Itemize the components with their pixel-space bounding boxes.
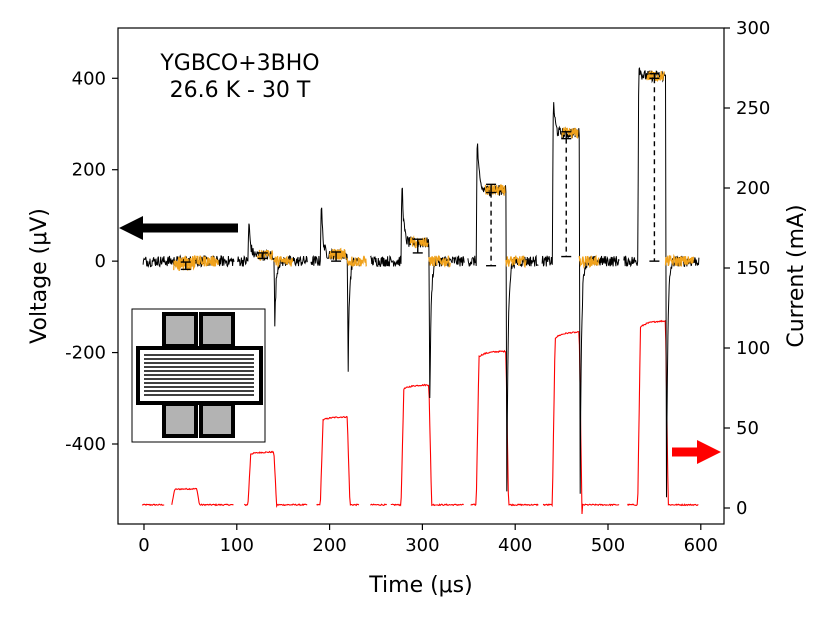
current-trace-segment	[390, 383, 464, 507]
meander-lines	[144, 354, 254, 396]
y-right-axis-label: Current (mA)	[784, 204, 809, 347]
axes-layer: 0 100 200 300 400 500 600 -400 -200 0 200 400 0 50 100…	[65, 18, 770, 556]
current-trace-segment	[542, 331, 620, 515]
y-right-tick-label: 0	[736, 498, 747, 519]
y-left-tick-label: 400	[72, 68, 106, 89]
current-trace-segment	[370, 503, 388, 506]
averaging-window-trace	[578, 254, 600, 269]
x-tick-label: 400	[498, 535, 532, 556]
y-right-tick-label: 150	[736, 258, 770, 279]
voltage-trace-segment	[467, 143, 539, 492]
averaging-window-trace	[273, 255, 294, 267]
sample-schematic-inset	[131, 308, 266, 443]
plot-frame	[117, 27, 725, 525]
x-axis-label: Time (μs)	[368, 573, 472, 598]
y-left-tick-label: 200	[72, 160, 106, 181]
y-left-tick-label: 0	[95, 251, 106, 272]
averaging-window-trace	[428, 254, 451, 268]
y-right-tick-label: 50	[736, 418, 759, 439]
current-trace-segment	[171, 487, 234, 507]
annotation-line-1: YGBCO+3BHO	[159, 51, 319, 76]
x-tick-label: 100	[220, 535, 254, 556]
current-trace-segment	[627, 319, 699, 507]
x-tick-label: 500	[591, 535, 625, 556]
y-right-tick-label: 250	[736, 98, 770, 119]
averaging-window-trace	[328, 247, 347, 261]
averaging-window-trace	[505, 255, 527, 269]
traces-layer	[141, 67, 700, 515]
averaging-window-trace	[664, 253, 695, 267]
current-trace-segment	[470, 349, 539, 507]
averaging-window-trace	[561, 126, 579, 139]
voltage-trace-segment	[541, 102, 620, 494]
voltage-trace-segment	[310, 207, 360, 372]
y-left-tick-label: -400	[65, 434, 106, 455]
voltage-trace-segment	[623, 67, 700, 498]
current-arrow-right	[672, 440, 721, 464]
x-tick-label: 200	[312, 535, 346, 556]
voltage-trace-segment	[237, 223, 308, 327]
averaging-window-trace	[346, 255, 368, 268]
x-tick-label: 600	[684, 535, 718, 556]
x-tick-label: 0	[138, 535, 149, 556]
current-trace-segment	[141, 503, 165, 507]
y-left-axis-label: Voltage (μV)	[27, 208, 52, 344]
y-right-tick-label: 300	[736, 18, 770, 39]
x-tick-label: 300	[405, 535, 439, 556]
voltage-arrow-left	[119, 216, 238, 240]
voltage-trace-segment	[370, 187, 465, 399]
voltage-trace-segment	[142, 254, 235, 268]
averaging-window-trace	[196, 255, 219, 268]
current-trace-segment	[243, 450, 308, 509]
y-right-tick-label: 100	[736, 338, 770, 359]
y-left-tick-label: -200	[65, 343, 106, 364]
y-right-tick-label: 200	[736, 178, 770, 199]
current-trace-segment	[316, 415, 360, 507]
annotation-line-2: 26.6 K - 30 T	[170, 78, 311, 103]
